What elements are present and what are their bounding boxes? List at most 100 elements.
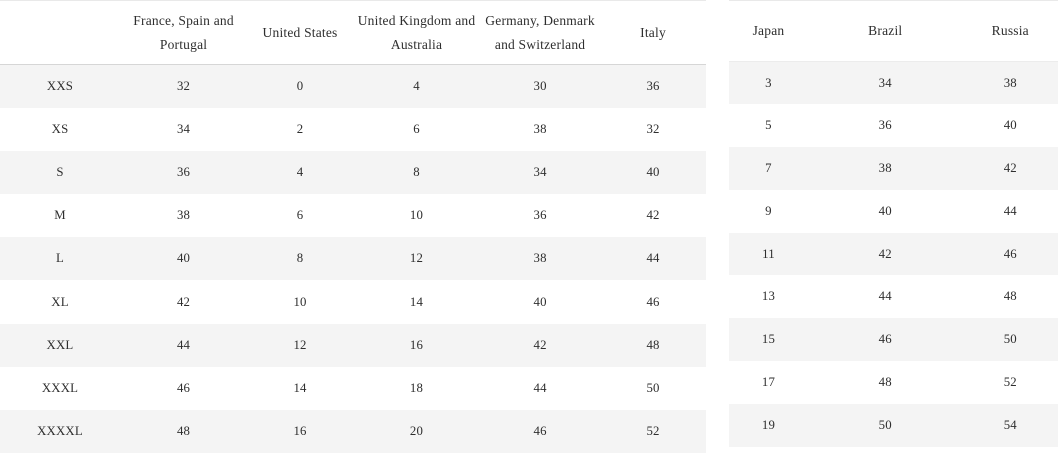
table-cell: 34 — [878, 75, 892, 90]
size-label: M — [54, 208, 66, 223]
table-row: 15 46 50 — [729, 318, 1058, 362]
table-cell: 32 — [646, 121, 660, 136]
table-cell: 40 — [878, 203, 892, 218]
column-header-united-states: United States — [262, 24, 338, 40]
header-row: France, Spain and Portugal United States… — [0, 1, 706, 65]
header-row: Japan Brazil Russia — [729, 1, 1058, 62]
table-cell: 3 — [765, 75, 772, 90]
table-row: 9 40 44 — [729, 190, 1058, 233]
table-cell: 30 — [533, 78, 547, 93]
table-cell: 42 — [533, 337, 547, 352]
table-cell: 5 — [765, 118, 772, 133]
table-cell: 15 — [761, 332, 776, 347]
column-header-size — [0, 1, 120, 65]
table-cell: 12 — [409, 251, 424, 266]
table-row: 7 38 42 — [729, 147, 1058, 190]
table-row: XXS 32 0 4 30 36 — [0, 64, 706, 108]
table-cell: 11 — [762, 246, 775, 261]
table-row: 11 42 46 — [729, 232, 1058, 276]
table-cell: 17 — [761, 374, 776, 389]
table-cell: 32 — [176, 78, 191, 93]
table-row: L 40 8 12 38 44 — [0, 237, 706, 281]
table-cell: 46 — [533, 424, 547, 439]
table-cell: 10 — [409, 208, 424, 223]
size-label: XS — [51, 121, 69, 136]
table-cell: 46 — [176, 380, 191, 395]
table-row: 3 34 38 — [729, 61, 1058, 105]
table-cell: 36 — [646, 78, 660, 93]
table-row: XL 42 10 14 40 46 — [0, 280, 706, 323]
table-cell: 52 — [1003, 374, 1017, 389]
table-cell: 9 — [765, 203, 772, 218]
size-label: XXXXL — [37, 424, 83, 439]
table-cell: 48 — [878, 374, 892, 389]
column-header-uk-australia: United Kingdom and Australia — [357, 13, 476, 52]
table-cell: 50 — [1003, 332, 1017, 347]
table-cell: 20 — [409, 424, 424, 439]
table-cell: 42 — [878, 246, 892, 261]
table-cell: 44 — [1003, 203, 1017, 218]
table-cell: 46 — [878, 332, 892, 347]
table-cell: 42 — [646, 208, 660, 223]
table-cell: 34 — [176, 121, 191, 136]
table-cell: 42 — [1003, 160, 1017, 175]
table-cell: 2 — [296, 121, 304, 136]
size-label: XL — [51, 294, 69, 309]
table-cell: 38 — [878, 160, 892, 175]
table-cell: 7 — [765, 160, 772, 175]
column-header-japan: Japan — [752, 23, 785, 39]
table-cell: 19 — [761, 417, 776, 432]
table-cell: 44 — [176, 337, 191, 352]
table-cell: 40 — [1003, 118, 1017, 133]
table-row: XS 34 2 6 38 32 — [0, 108, 706, 151]
table-cell: 38 — [533, 251, 547, 266]
table-row: XXL 44 12 16 42 48 — [0, 323, 706, 367]
table-cell: 38 — [176, 208, 191, 223]
table-cell: 46 — [1003, 246, 1017, 261]
table-cell: 44 — [878, 289, 892, 304]
table-cell: 13 — [761, 289, 776, 304]
size-label: XXXL — [41, 380, 79, 395]
right-table-header: Japan Brazil Russia — [729, 1, 1058, 62]
column-header-france-spain-portugal: France, Spain and Portugal — [133, 13, 234, 52]
table-row: S 36 4 8 34 40 — [0, 150, 706, 195]
table-cell: 4 — [296, 164, 304, 179]
table-cell: 38 — [1003, 75, 1017, 90]
table-cell: 14 — [409, 294, 424, 309]
table-row: XXXXL 48 16 20 46 52 — [0, 410, 706, 454]
table-cell: 8 — [413, 164, 420, 179]
table-cell: 16 — [409, 337, 424, 352]
table-row: M 38 6 10 36 42 — [0, 194, 706, 237]
table-cell: 18 — [409, 380, 424, 395]
left-table-header: France, Spain and Portugal United States… — [0, 1, 706, 65]
table-cell: 48 — [646, 337, 660, 352]
size-label: XXS — [46, 78, 74, 93]
table-cell: 48 — [1003, 289, 1017, 304]
table-cell: 44 — [646, 251, 660, 266]
table-cell: 12 — [293, 337, 307, 352]
table-cell: 42 — [176, 294, 191, 309]
table-cell: 50 — [878, 417, 892, 432]
table-cell: 40 — [176, 251, 191, 266]
size-conversion-table-left: France, Spain and Portugal United States… — [0, 0, 706, 454]
table-cell: 36 — [878, 118, 892, 133]
table-cell: 16 — [293, 424, 307, 439]
size-label: L — [55, 251, 65, 266]
table-cell: 48 — [176, 424, 191, 439]
table-cell: 44 — [533, 380, 547, 395]
table-row: 19 50 54 — [729, 403, 1058, 447]
table-cell: 6 — [296, 208, 304, 223]
table-cell: 46 — [646, 294, 660, 309]
size-conversion-table-right: Japan Brazil Russia 3 34 38 5 36 40 7 38… — [729, 0, 1058, 447]
table-cell: 36 — [533, 208, 547, 223]
table-cell: 54 — [1003, 417, 1017, 432]
table-row: XXXL 46 14 18 44 50 — [0, 367, 706, 410]
table-cell: 0 — [296, 78, 304, 93]
table-cell: 40 — [533, 294, 547, 309]
table-cell: 50 — [646, 380, 660, 395]
table-cell: 38 — [533, 121, 547, 136]
column-header-brazil: Brazil — [868, 23, 903, 39]
table-cell: 52 — [646, 424, 660, 439]
table-cell: 14 — [293, 380, 307, 395]
